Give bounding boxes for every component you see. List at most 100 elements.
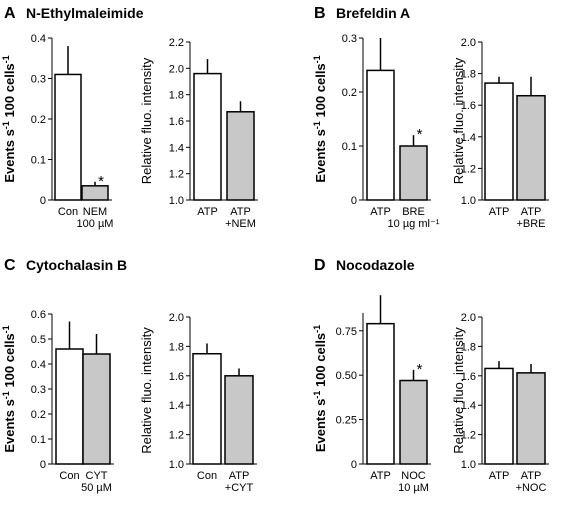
y-tick-label: 1.8	[169, 341, 184, 353]
y-axis-label: Relative fluo. intensity	[139, 327, 154, 454]
y-tick-label: 1.2	[169, 169, 184, 181]
y-tick-label: 0.2	[342, 87, 357, 99]
y-tick-label: 1.6	[461, 100, 476, 112]
y-axis-label: Events s-1 100 cells-1	[312, 55, 328, 182]
category-label: ATP	[229, 470, 250, 482]
y-tick-label: 0.4	[31, 359, 46, 371]
panel-b-header: B Brefeldin A	[314, 5, 410, 22]
y-tick-label: 0	[40, 195, 46, 207]
bar-control	[192, 353, 222, 465]
y-tick-label: 0.1	[342, 141, 357, 153]
y-tick-label: 2.0	[169, 312, 184, 324]
category-label: 100 µM	[77, 218, 114, 230]
category-label: Con	[59, 470, 79, 482]
bar-control	[484, 367, 514, 465]
y-tick-label: 0.1	[31, 155, 46, 167]
panel-c-letter: C	[4, 257, 16, 274]
y-tick-label: 0.50	[336, 370, 357, 382]
category-label: ATP	[521, 206, 542, 218]
bar-treatment	[516, 372, 546, 465]
y-tick-label: 1.0	[461, 195, 476, 207]
panel-c-chart-fluorescence: 1.0 1.2 1.4 1.6 1.8 2.0 Relative fluo. intensi…	[139, 312, 257, 494]
y-tick-label: 0.3	[342, 33, 357, 45]
y-tick-label: 2.0	[461, 312, 476, 324]
y-axis-label: Events s-1 100 cells-1	[1, 325, 17, 452]
category-label: ATP	[489, 470, 510, 482]
category-label: CYT	[86, 470, 108, 482]
panel-a-chart-fluorescence: 1.0 1.2 1.4 1.6 1.8 2.0 2.2 Relative fluo. inte…	[139, 37, 258, 230]
category-label: +NEM	[225, 218, 256, 230]
y-tick-label: 0.75	[336, 326, 357, 338]
category-label: NEM	[83, 206, 107, 218]
bar-treatment	[516, 94, 546, 201]
y-axis-label: Relative fluo. intensity	[139, 57, 154, 184]
bar-control	[366, 69, 395, 201]
panel-d-letter: D	[314, 257, 326, 274]
y-tick-label: 1.6	[461, 371, 476, 383]
significance-marker: *	[417, 361, 423, 378]
panel-a-header: A N-Ethylmaleimide	[4, 5, 144, 22]
bar-control	[193, 72, 222, 201]
bar-control	[484, 82, 514, 201]
category-label: ATP	[230, 206, 251, 218]
category-label: BRE	[402, 206, 425, 218]
panel-d-chart-events: 0 0.25 0.50 0.75 Events s-1 100 cells-1 ATP NO…	[312, 295, 431, 494]
category-label: Con	[197, 470, 217, 482]
bar-treatment	[224, 375, 254, 465]
y-tick-label: 1.4	[461, 132, 476, 144]
bar-control	[366, 322, 395, 465]
y-tick-label: 0.1	[31, 434, 46, 446]
bar-treatment	[82, 353, 111, 465]
panel-d-chart-fluorescence: 1.0 1.2 1.4 1.6 1.8 2.0 Relative fluo. intensi…	[451, 312, 549, 494]
y-tick-label: 1.0	[169, 195, 184, 207]
category-label: 50 µM	[81, 482, 112, 494]
y-tick-label: 1.0	[461, 459, 476, 471]
panel-b-letter: B	[314, 5, 326, 22]
y-axis-label: Events s-1 100 cells-1	[1, 55, 17, 182]
y-tick-label: 0	[351, 195, 357, 207]
y-tick-label: 1.8	[169, 90, 184, 102]
y-tick-label: 1.4	[169, 142, 184, 154]
y-tick-label: 1.0	[169, 459, 184, 471]
y-tick-label: 2.0	[169, 63, 184, 75]
y-tick-label: 0.6	[31, 309, 46, 321]
y-axis-label: Events s-1 100 cells-1	[312, 325, 328, 452]
bar-treatment	[399, 379, 428, 465]
bar-control	[54, 73, 82, 201]
category-label: ATP	[489, 206, 510, 218]
panel-d-title: Nocodazole	[336, 257, 415, 273]
category-label: Con	[58, 206, 78, 218]
bar-treatment	[226, 111, 255, 201]
y-tick-label: 0	[351, 459, 357, 471]
panel-c-title: Cytochalasin B	[26, 257, 127, 273]
category-label: 10 µg ml⁻¹	[388, 218, 440, 230]
y-tick-label: 2.0	[461, 37, 476, 49]
category-label: ATP	[370, 470, 391, 482]
category-label: ATP	[370, 206, 391, 218]
y-tick-label: 0	[40, 459, 46, 471]
y-tick-label: 1.6	[169, 371, 184, 383]
y-tick-label: 1.2	[169, 430, 184, 442]
y-tick-label: 0.5	[31, 334, 46, 346]
panel-b-chart-fluorescence: 1.0 1.2 1.4 1.6 1.8 2.0 Relative fluo. intensi…	[451, 37, 549, 230]
y-tick-label: 2.2	[169, 37, 184, 49]
panel-b-chart-events: 0 0.1 0.2 0.3 Events s-1 100 cells-1 ATP BRE10…	[312, 33, 440, 230]
category-label: NOC	[401, 470, 426, 482]
y-tick-label: 0.4	[31, 33, 46, 45]
panel-a-letter: A	[4, 5, 16, 22]
significance-marker: *	[98, 173, 104, 190]
panel-a-title: N-Ethylmaleimide	[26, 5, 144, 21]
panel-c-header: C Cytochalasin B	[4, 257, 127, 274]
panel-a-chart-events: 0 0.1 0.2 0.3 0.4 Events s-1 100 cells-1 Con NE…	[1, 33, 113, 230]
y-axis-label: Relative fluo. intensity	[451, 57, 466, 184]
panel-c-chart-events: 0 0.1 0.2 0.3 0.4 0.5 0.6 Events s-1 100 cells-…	[1, 309, 114, 494]
y-tick-label: 1.2	[461, 163, 476, 175]
category-label: +NOC	[516, 482, 547, 494]
category-label: ATP	[197, 206, 218, 218]
y-tick-label: 1.4	[461, 400, 476, 412]
y-tick-label: 1.6	[169, 116, 184, 128]
y-tick-label: 1.2	[461, 430, 476, 442]
bar-treatment	[81, 185, 109, 201]
y-tick-label: 0.25	[336, 415, 357, 427]
y-tick-label: 0.2	[31, 409, 46, 421]
